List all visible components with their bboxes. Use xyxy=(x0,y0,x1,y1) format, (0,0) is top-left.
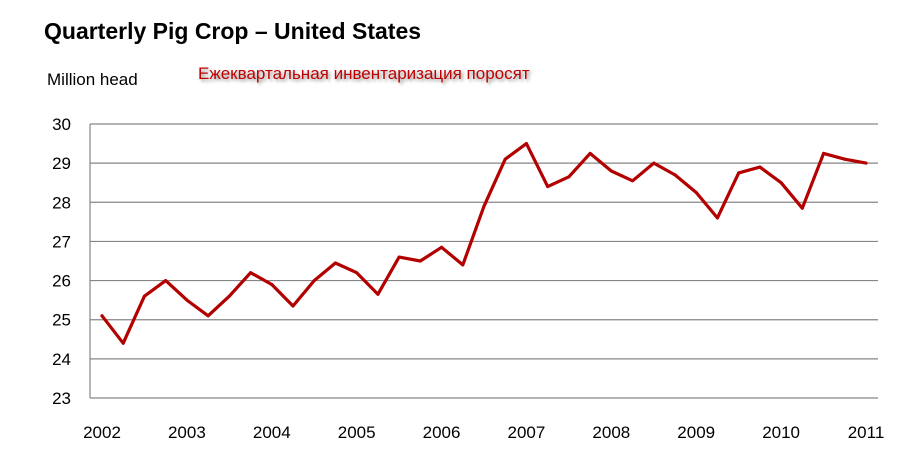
data-point-24 xyxy=(609,169,613,173)
y-tick-label-27: 27 xyxy=(52,232,71,251)
data-point-3 xyxy=(164,279,168,283)
data-point-0 xyxy=(100,314,104,318)
data-point-6 xyxy=(227,294,231,298)
data-point-22 xyxy=(567,175,571,179)
data-point-13 xyxy=(376,292,380,296)
x-tick-label-2005: 2005 xyxy=(338,423,376,442)
y-tick-label-29: 29 xyxy=(52,154,71,173)
data-point-34 xyxy=(822,151,826,155)
chart-title: Quarterly Pig Crop – United States xyxy=(44,18,422,44)
x-tick-label-2002: 2002 xyxy=(83,423,121,442)
data-point-12 xyxy=(355,271,359,275)
x-tick-label-2006: 2006 xyxy=(423,423,461,442)
data-point-36 xyxy=(864,161,868,165)
data-point-20 xyxy=(524,142,528,146)
data-point-15 xyxy=(418,259,422,263)
y-tick-label-28: 28 xyxy=(52,193,71,212)
series-line-pig-crop xyxy=(100,142,868,345)
data-point-18 xyxy=(482,204,486,208)
x-tick-label-2008: 2008 xyxy=(592,423,630,442)
data-point-32 xyxy=(779,181,783,185)
data-point-21 xyxy=(546,185,550,189)
x-tick-label-2004: 2004 xyxy=(253,423,291,442)
data-point-2 xyxy=(142,294,146,298)
data-point-5 xyxy=(206,314,210,318)
data-point-19 xyxy=(503,157,507,161)
data-point-10 xyxy=(312,279,316,283)
data-point-4 xyxy=(185,298,189,302)
data-point-11 xyxy=(333,261,337,265)
x-tick-label-2003: 2003 xyxy=(168,423,206,442)
data-point-16 xyxy=(440,245,444,249)
y-tick-label-24: 24 xyxy=(52,350,71,369)
data-point-9 xyxy=(291,304,295,308)
data-point-1 xyxy=(121,341,125,345)
data-point-35 xyxy=(843,157,847,161)
y-axis-label: Million head xyxy=(47,70,138,89)
y-tick-label-25: 25 xyxy=(52,311,71,330)
y-tick-label-30: 30 xyxy=(52,115,71,134)
x-tick-label-2007: 2007 xyxy=(508,423,546,442)
y-tick-label-23: 23 xyxy=(52,389,71,408)
x-tick-label-2010: 2010 xyxy=(762,423,800,442)
data-point-31 xyxy=(758,165,762,169)
data-point-8 xyxy=(270,282,274,286)
data-point-29 xyxy=(715,216,719,220)
data-point-26 xyxy=(652,161,656,165)
data-point-23 xyxy=(588,151,592,155)
data-point-28 xyxy=(694,191,698,194)
x-tick-label-2011: 2011 xyxy=(848,423,885,442)
data-point-7 xyxy=(249,271,253,275)
x-tick-label-2009: 2009 xyxy=(677,423,715,442)
data-point-14 xyxy=(397,255,401,259)
data-point-17 xyxy=(461,263,465,267)
data-point-30 xyxy=(737,171,741,175)
y-tick-label-26: 26 xyxy=(52,272,71,291)
subtitle-russian: Ежеквартальная инвентаризация поросят xyxy=(198,64,530,83)
data-point-25 xyxy=(631,179,635,183)
data-point-33 xyxy=(800,206,804,210)
data-point-27 xyxy=(673,173,677,177)
